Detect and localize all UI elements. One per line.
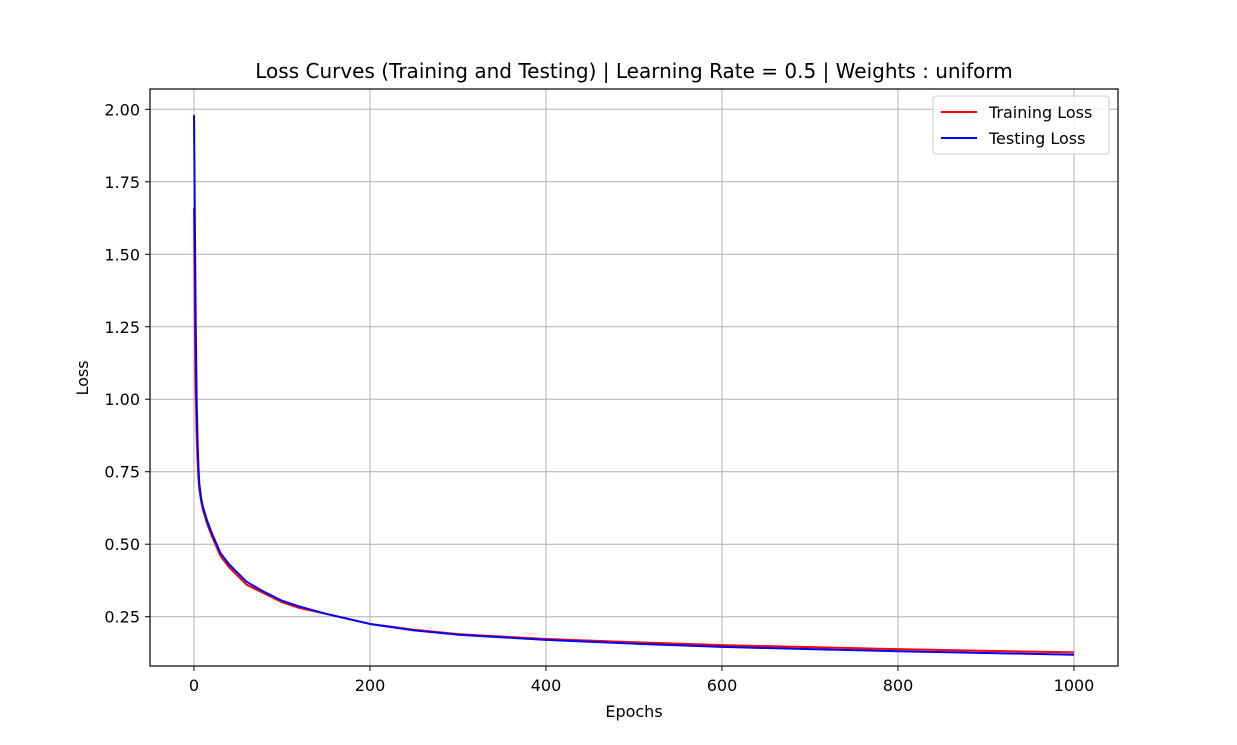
plot-area [150,89,1118,666]
y-tick-label: 0.25 [104,608,140,627]
legend-label-training: Training Loss [988,103,1092,122]
chart-title: Loss Curves (Training and Testing) | Lea… [255,59,1013,83]
y-tick-label: 0.75 [104,463,140,482]
grid [150,89,1118,666]
y-tick-label: 1.25 [104,318,140,337]
x-tick-label: 1000 [1054,676,1095,695]
y-tick-label: 2.00 [104,100,140,119]
legend-label-testing: Testing Loss [988,129,1085,148]
axis-ticks: 0 200 400 600 800 1000 0.25 0.50 0.75 1.00 1.25 1.5… [104,100,1094,695]
y-tick-label: 0.50 [104,535,140,554]
legend: Training Loss Testing Loss [932,95,1110,155]
x-tick-label: 800 [883,676,914,695]
x-tick-label: 600 [707,676,738,695]
testing-loss-line [193,115,1075,656]
x-tick-label: 0 [189,676,199,695]
y-tick-label: 1.00 [104,390,140,409]
y-tick-label: 1.75 [104,173,140,192]
x-tick-label: 400 [531,676,562,695]
y-axis-label: Loss [73,360,92,395]
x-axis-label: Epochs [605,702,662,721]
series-lines [193,115,1075,656]
y-tick-label: 1.50 [104,245,140,264]
x-tick-label: 200 [355,676,386,695]
plot-frame [149,88,1119,667]
legend-box [932,95,1110,155]
